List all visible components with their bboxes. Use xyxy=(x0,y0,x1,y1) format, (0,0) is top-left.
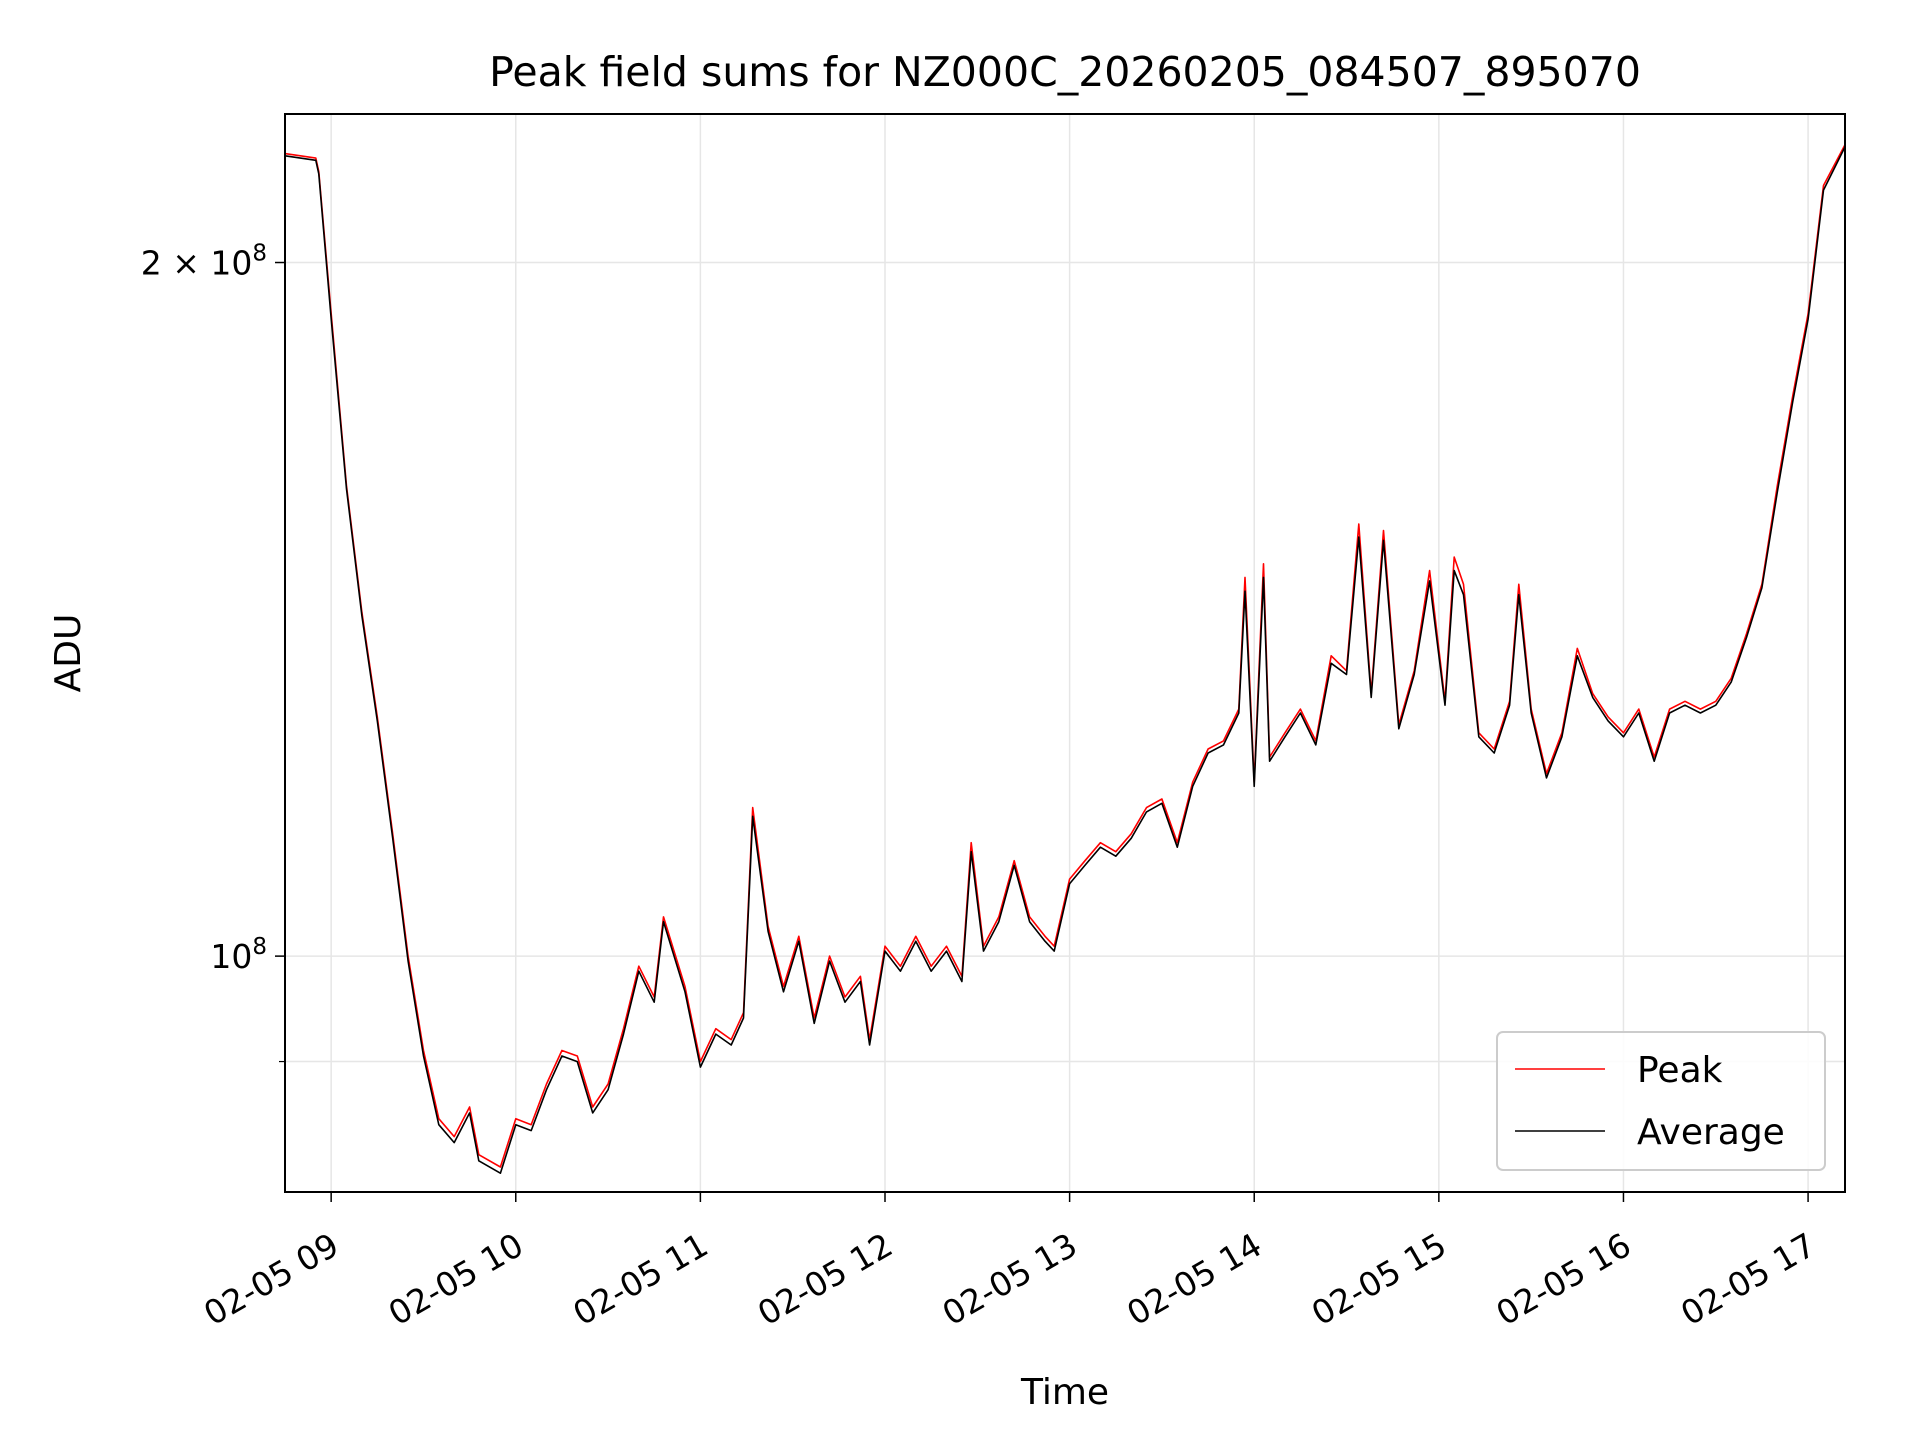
series-line-peak xyxy=(284,144,1846,1168)
legend: Peak Average xyxy=(1496,1031,1826,1171)
legend-box xyxy=(1496,1031,1826,1171)
y-tick-label: 108 xyxy=(210,934,267,976)
grid xyxy=(285,114,1845,1192)
series-line-average xyxy=(284,146,1846,1174)
y-axis-label: ADU xyxy=(48,614,89,693)
x-axis-label: Time xyxy=(1020,1372,1109,1413)
plot-frame xyxy=(284,113,1846,1193)
legend-average-label: Average xyxy=(1637,1112,1785,1153)
y-axis-ticks: 2 × 108 108 xyxy=(141,241,285,1063)
chart-title: Peak field sums for NZ000C_20260205_0845… xyxy=(489,48,1641,96)
legend-peak-label: Peak xyxy=(1637,1050,1723,1091)
y-tick-label: 2 × 108 xyxy=(141,241,267,283)
series-layer xyxy=(284,144,1846,1174)
